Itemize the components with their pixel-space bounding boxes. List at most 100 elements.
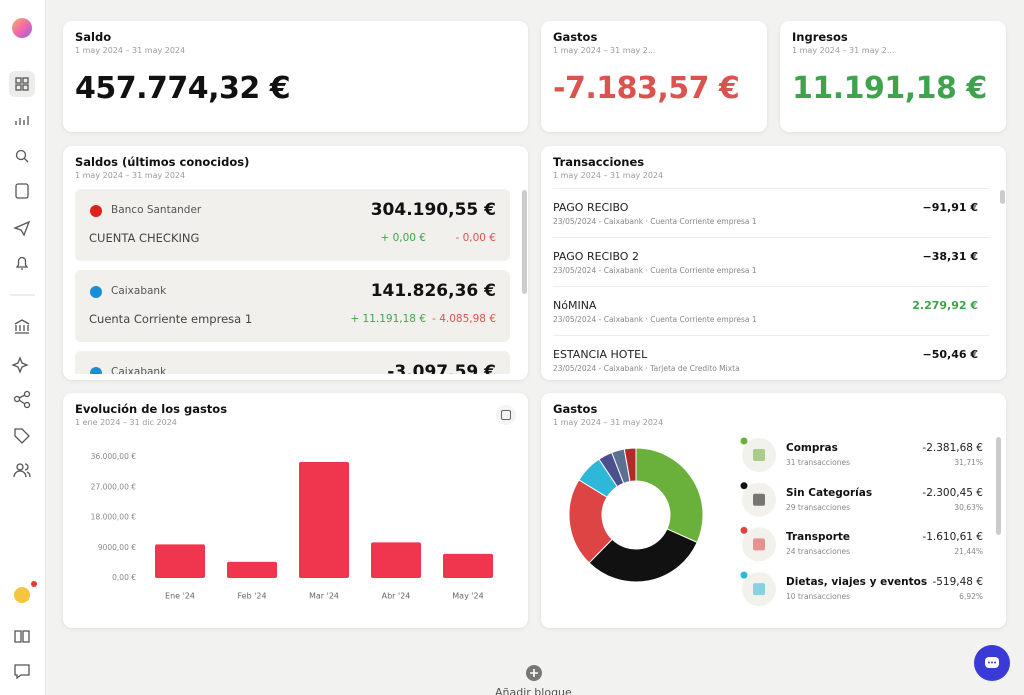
nav-share[interactable] [13,390,31,409]
add-block[interactable]: Añadir bloque [495,686,572,695]
category-glyph [753,583,765,596]
nav-active[interactable] [9,71,35,97]
category-name: Compras [786,442,838,454]
category-count: 24 transacciones [786,547,850,557]
bar [299,462,349,578]
nav-reports[interactable] [15,116,29,125]
x-tick-label: Abr '24 [382,592,411,601]
income-card[interactable]: Ingresos 1 may 2024 – 31 may 2... 11.191,1… [780,21,1006,132]
pie-slice [635,447,704,544]
logo-shape [90,205,102,217]
category-glyph [753,449,765,461]
nav-send[interactable] [13,220,31,237]
help-badge [31,581,37,587]
card-title: Evolución de los gastos [75,402,228,416]
account-row[interactable]: Caixabank -3.097,59 € [75,351,510,374]
separator [553,286,989,287]
nav-feedback[interactable] [14,664,30,680]
bank-name: Caixabank [111,366,167,374]
transactions-list: PAGO RECIBO 23/05/2024 - Caixabank · Cuen… [541,188,996,380]
category-count: 29 transacciones [786,502,850,512]
x-tick-label: Feb '24 [237,592,266,601]
category-amount: -2.300,45 € [922,486,983,499]
y-tick-label: 0,00 € [112,573,136,582]
calendar-button[interactable] [496,405,516,425]
nav-tags[interactable] [14,428,30,444]
card-period: 1 ene 2024 – 31 dic 2024 [75,418,177,427]
bar [443,553,493,578]
balances-card: Saldos (últimos conocidos) 1 may 2024 – … [63,146,528,380]
card-title: Saldo [75,30,112,44]
category-count: 31 transacciones [786,458,850,467]
account-balance: 304.190,55 € [370,200,496,220]
x-tick-label: Ene '24 [165,592,195,601]
add-icon[interactable] [520,660,550,690]
nav-help[interactable] [14,587,30,603]
card-period: 1 may 2024 – 31 may 2024 [75,46,186,55]
tx-meta: 23/05/2024 - Caixabank · Cuenta Corrient… [553,266,757,275]
nav-guide[interactable] [14,630,30,643]
nav-search[interactable] [15,149,29,163]
amount: 11.191,18 € [792,71,987,106]
bank-name: Caixabank [111,285,167,297]
card-period: 1 may 2024 – 31 may 2024 [553,171,664,180]
scrollbar [996,437,1001,535]
card-title: Transacciones [553,155,645,169]
x-tick-label: Mar '24 [309,592,339,601]
card-period: 1 may 2024 – 31 may 2... [553,46,656,55]
balance-card[interactable]: Saldo 1 may 2024 – 31 may 2024 457.774,32 … [63,21,528,132]
nav-banks[interactable] [14,319,30,334]
account-row[interactable]: Banco Santander 304.190,55 € CUENTA CHECKI… [75,189,510,261]
nav-dashboard[interactable] [15,77,29,91]
account-balance: -3.097,59 € [387,362,496,374]
category-dot [740,437,748,445]
calendar-icon [501,410,511,420]
sidebar-icons [9,18,37,680]
accounts-list: Banco Santander 304.190,55 € CUENTA CHECKI… [63,186,518,374]
logo-shape [90,286,102,298]
account-in: + 11.191,18 € [350,313,426,325]
account-balance: 141.826,36 € [370,281,496,301]
nav-users[interactable] [13,463,31,478]
tx-meta: 23/05/2024 - Caixabank · Cuenta Corrient… [553,315,757,324]
card-title: Ingresos [792,30,848,44]
scrollbar [1000,190,1005,204]
sidebar [0,0,46,695]
card-period: 1 may 2024 – 31 may 2... [792,46,895,55]
bank-logo [90,367,102,374]
account-name: CUENTA CHECKING [89,231,200,245]
tx-meta: 23/05/2024 - Caixabank · Cuenta Corrient… [553,217,757,226]
separator [553,335,989,336]
tx-meta: 23/05/2024 - Caixabank · Tarjeta de Cred… [553,364,740,373]
category-percent: 6,92% [959,592,983,602]
category-amount: -2.381,68 € [922,442,983,454]
bar [227,561,277,578]
bank-logo [90,205,102,217]
evolution-card: Evolución de los gastos 1 ene 2024 – 31 … [63,393,528,628]
breakdown-card: Gastos 1 may 2024 – 31 may 2024 Compras 3… [541,393,1006,628]
logo-shape [90,367,102,374]
expenses-card[interactable]: Gastos 1 may 2024 – 31 may 2... -7.183,57 … [541,21,767,132]
nav-alerts[interactable] [15,256,29,270]
logo[interactable] [12,18,32,38]
chat-button[interactable] [973,645,1011,683]
category-dot [740,526,748,534]
tx-amount: −91,91 € [922,201,979,214]
tx-description: PAGO RECIBO 2 [553,250,639,263]
account-row[interactable]: Caixabank 141.826,36 € Cuenta Corriente em… [75,270,510,342]
y-tick-label: 27.000,00 € [91,482,137,491]
nav-ai[interactable] [11,356,29,374]
bank-name: Banco Santander [111,204,202,216]
pie-slice [623,447,637,483]
tx-amount: 2.279,92 € [912,299,978,312]
separator [553,188,989,189]
tx-description: NóMINA [553,299,597,312]
category-glyph [753,538,765,551]
pie-slice [588,528,698,583]
nav-docs[interactable] [15,183,29,199]
category-glyph [753,493,765,506]
tx-description: ESTANCIA HOTEL [553,348,648,361]
card-period: 1 may 2024 – 31 may 2024 [553,418,664,427]
tx-description: PAGO RECIBO [553,201,629,214]
